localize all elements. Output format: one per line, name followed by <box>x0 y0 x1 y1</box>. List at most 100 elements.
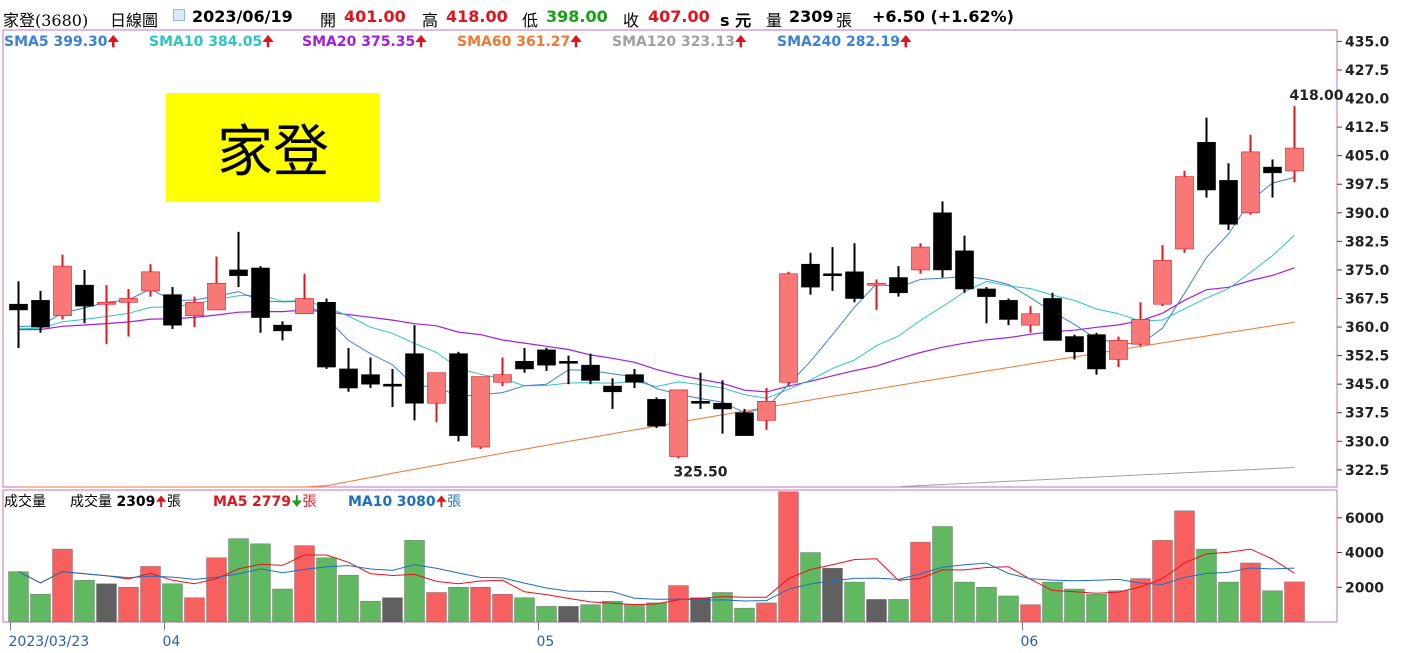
volume-bar <box>140 566 161 623</box>
price-tick-label: 412.5 <box>1345 120 1389 136</box>
low-value: 398.00 <box>546 7 608 26</box>
price-tick-label: 397.5 <box>1345 177 1389 193</box>
volume-bar <box>580 604 601 623</box>
candle-body <box>295 298 314 315</box>
price-tick-label: 405.0 <box>1345 149 1390 165</box>
volume-bar <box>866 599 887 623</box>
candle-body <box>317 301 336 368</box>
sma10-line <box>18 234 1295 399</box>
date-picker-icon[interactable] <box>173 9 185 21</box>
candle-body <box>207 282 226 311</box>
volume-bar <box>52 548 73 623</box>
volume-bar <box>382 597 403 623</box>
candle-body <box>735 412 754 436</box>
candle-body <box>625 374 644 383</box>
volume-value: 2309 <box>789 7 834 26</box>
candle-body <box>493 374 512 383</box>
candle-body <box>361 374 380 385</box>
ma5-legend: MA5 2779🠋張 <box>213 494 317 510</box>
candle-body <box>1131 319 1150 345</box>
candle-body <box>647 399 666 427</box>
candle-body <box>757 401 776 421</box>
candle-body <box>999 300 1018 320</box>
sma120-legend: SMA120 323.13🠉 <box>612 34 747 50</box>
volume-bar <box>1262 590 1283 623</box>
sma5-line <box>18 176 1295 414</box>
candle-body <box>867 282 886 286</box>
high-label: 高 <box>422 11 439 30</box>
volume-unit: 張 <box>836 11 853 30</box>
quote-date: 2023/06/19 <box>192 7 293 26</box>
candle-body <box>75 284 94 307</box>
price-tick-label: 352.5 <box>1345 349 1389 365</box>
volume-bar <box>1042 581 1063 623</box>
candle-body <box>691 401 710 404</box>
volume-bar <box>228 538 249 623</box>
volume-bar <box>1064 588 1085 623</box>
volume-bar <box>426 592 447 623</box>
volume-legend-item: 成交量 2309🠉張 <box>70 494 182 510</box>
volume-bar <box>404 540 425 623</box>
volume-bar <box>646 602 667 623</box>
volume-bar <box>1174 510 1195 623</box>
candle-body <box>713 402 732 410</box>
sma240-legend: SMA240 282.19🠉 <box>777 34 912 50</box>
close-label: 收 <box>623 11 640 30</box>
price-tick-label: 375.0 <box>1345 263 1390 279</box>
price-annotation: 325.50 <box>673 464 727 480</box>
open-value: 401.00 <box>344 7 406 26</box>
period-label: 日線圖 <box>110 11 159 30</box>
candle-body <box>1197 142 1216 191</box>
candle-body <box>471 376 490 448</box>
candle-body <box>669 389 688 457</box>
candle-body <box>1263 166 1282 174</box>
candle-body <box>801 263 820 288</box>
volume-bar <box>30 594 51 623</box>
sma5-legend: SMA5 399.30🠉 <box>4 34 120 50</box>
sma10-legend: SMA10 384.05🠉 <box>149 34 274 50</box>
volume-bar <box>800 552 821 623</box>
price-tick-label: 367.5 <box>1345 291 1389 307</box>
volume-bar <box>118 587 139 623</box>
volume-bar <box>470 587 491 623</box>
volume-bar <box>1086 594 1107 623</box>
volume-bar <box>514 597 535 623</box>
volume-panel-title: 成交量 <box>4 494 46 510</box>
candle-body <box>515 361 534 370</box>
volume-bar <box>558 606 579 623</box>
candle-body <box>97 301 116 305</box>
volume-tick-label: 4000 <box>1345 546 1384 562</box>
candle-body <box>603 385 622 393</box>
volume-bar <box>778 491 799 623</box>
candle-body <box>427 372 446 404</box>
volume-bar <box>734 607 755 623</box>
volume-bar <box>756 602 777 623</box>
candle-body <box>1087 334 1106 370</box>
volume-bar <box>822 567 843 623</box>
volume-bar <box>690 597 711 623</box>
volume-bar <box>668 585 689 623</box>
volume-tick-label: 2000 <box>1345 580 1384 596</box>
volume-bar <box>1020 604 1041 623</box>
date-tick-label: 2023/03/23 <box>9 634 90 650</box>
candle-body <box>1153 260 1172 305</box>
stock-name-banner: 家登 <box>166 93 380 202</box>
candle-body <box>977 288 996 297</box>
price-tick-label: 330.0 <box>1345 434 1390 450</box>
sma60-legend: SMA60 361.27🠉 <box>457 34 582 50</box>
candle-body <box>537 349 556 366</box>
candle-body <box>163 294 182 326</box>
sma20-legend: SMA20 375.35🠉 <box>302 34 427 50</box>
price-tick-label: 435.0 <box>1345 34 1390 50</box>
candle-body <box>779 273 798 383</box>
candle-body <box>141 271 160 292</box>
candle-body <box>273 324 292 332</box>
candle-body <box>1175 176 1194 250</box>
price-tick-label: 390.0 <box>1345 206 1390 222</box>
volume-bar <box>448 587 469 623</box>
candle-body <box>9 303 28 311</box>
quote-header: 家登(3680) 日線圖 2023/06/19 開 401.00 高 418.0… <box>0 0 1401 31</box>
candle-body <box>31 300 50 328</box>
candle-body <box>53 265 72 316</box>
